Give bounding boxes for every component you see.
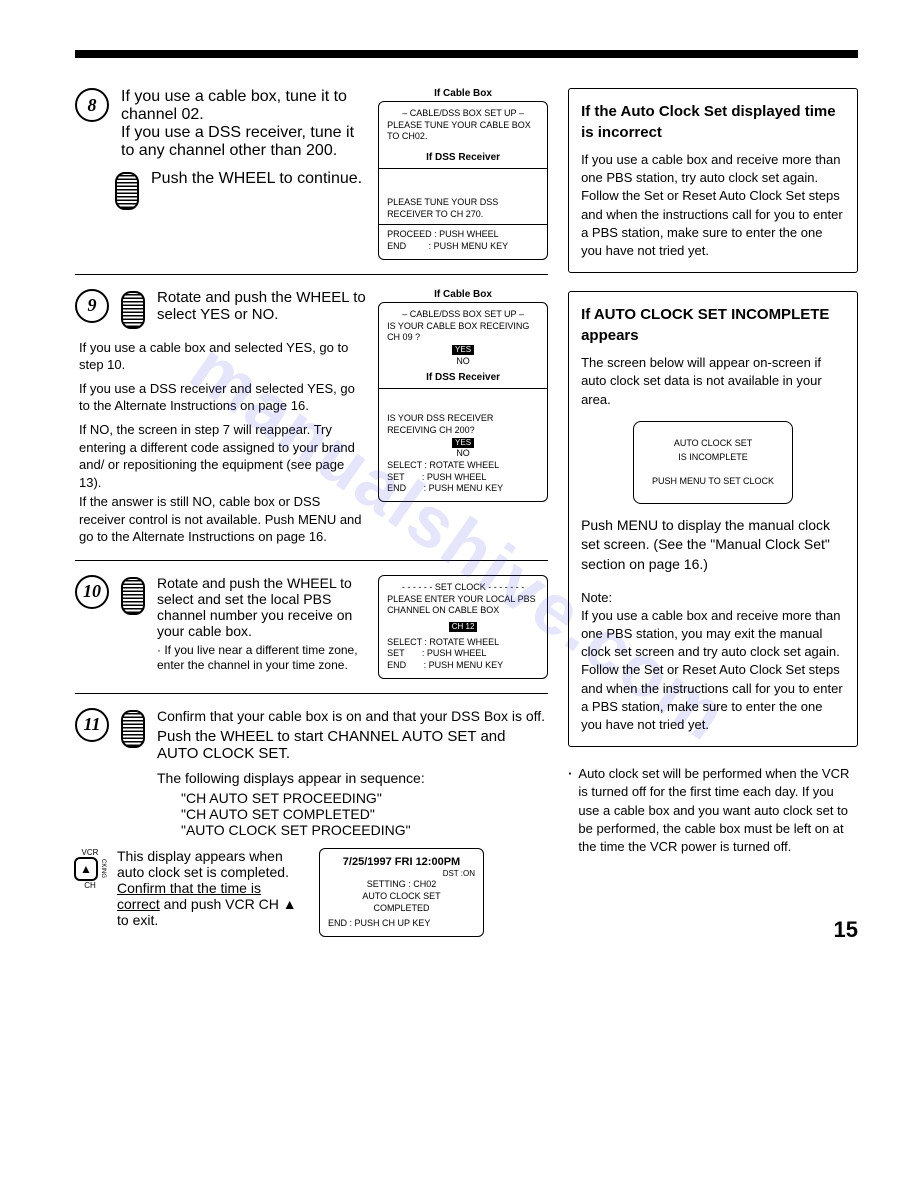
scr-q1: IS YOUR CABLE BOX RECEIVING CH 09 ? — [387, 321, 539, 344]
top-rule — [75, 50, 858, 58]
scr-foot: SELECT : ROTATE WHEEL SET : PUSH WHEEL E… — [387, 460, 539, 495]
screen-box: - - - - - - SET CLOCK - - - - - - - PLEA… — [378, 575, 548, 679]
wheel-icon — [115, 172, 139, 210]
scr-title2: If DSS Receiver — [387, 151, 539, 164]
step8-line1: If you use a cable box, tune it to chann… — [121, 88, 366, 124]
step-number-11: 11 — [75, 708, 109, 742]
scr-l5: COMPLETED — [328, 903, 475, 915]
step8-wheel: Push the WHEEL to continue. — [151, 170, 366, 188]
small-screen: AUTO CLOCK SET IS INCOMPLETE PUSH MENU T… — [633, 421, 793, 504]
scr-setting: SETTING : CH02 — [328, 879, 475, 891]
vcr-icon: VCR ▲ CKING CH — [75, 848, 105, 890]
step-number-8: 8 — [75, 88, 109, 122]
step9-p2: If you use a DSS receiver and selected Y… — [79, 380, 366, 415]
step10-sub: · If you live near a different time zone… — [157, 643, 366, 674]
left-column: 8 If you use a cable box, tune it to cha… — [75, 88, 548, 937]
step-11: 11 Confirm that your cable box is on and… — [75, 708, 548, 838]
screen-box: 7/25/1997 FRI 12:00PM DST :ON SETTING : … — [319, 848, 484, 937]
step9-head: Rotate and push the WHEEL to select YES … — [157, 289, 366, 323]
step-9: 9 Rotate and push the WHEEL to select YE… — [75, 289, 548, 546]
s11-p1: Confirm that your cable box is on and th… — [157, 708, 548, 724]
scr-l6: END : PUSH CH UP KEY — [328, 918, 475, 930]
yes: YES — [452, 438, 474, 448]
no: NO — [387, 448, 539, 460]
note-p: If you use a cable box and receive more … — [581, 607, 845, 734]
scr-h: - - - - - - SET CLOCK - - - - - - - — [387, 582, 539, 594]
scr-q2: IS YOUR DSS RECEIVER RECEIVING CH 200? — [387, 413, 539, 436]
page-number: 15 — [834, 917, 858, 943]
wheel-icon — [121, 291, 145, 329]
no: NO — [387, 356, 539, 368]
step-10: 10 Rotate and push the WHEEL to select a… — [75, 575, 548, 679]
s11-p4a: This display appears when auto clock set… — [117, 848, 289, 880]
box1-h: If the Auto Clock Set displayed time is … — [581, 101, 845, 143]
box2-h: If AUTO CLOCK SET INCOMPLETE appears — [581, 304, 845, 346]
scr-t: PLEASE ENTER YOUR LOCAL PBS CHANNEL ON C… — [387, 594, 539, 617]
screen-box: – CABLE/DSS BOX SET UP – PLEASE TUNE YOU… — [378, 101, 548, 260]
wheel-icon — [121, 577, 145, 615]
step10-head: Rotate and push the WHEEL to select and … — [157, 575, 366, 639]
yes: YES — [452, 345, 474, 355]
scr-t1: PLEASE TUNE YOUR CABLE BOX TO CH02. — [387, 120, 539, 143]
scr-foot: SELECT : ROTATE WHEEL SET : PUSH WHEEL E… — [387, 637, 539, 672]
bullet-note: Auto clock set will be performed when th… — [568, 765, 858, 856]
screen-title: If Cable Box — [378, 289, 548, 300]
wheel-icon — [121, 710, 145, 748]
s11-d2: "CH AUTO SET COMPLETED" — [181, 806, 548, 822]
step-number-9: 9 — [75, 289, 109, 323]
scr-foot: PROCEED : PUSH WHEEL END : PUSH MENU KEY — [387, 229, 539, 252]
scr-t2: PLEASE TUNE YOUR DSS RECEIVER TO CH 270. — [387, 197, 539, 220]
box2-p2: Push MENU to display the manual clock se… — [581, 516, 845, 575]
right-column: If the Auto Clock Set displayed time is … — [568, 88, 858, 937]
screen-title: If Cable Box — [378, 88, 548, 99]
step8-line2: If you use a DSS receiver, tune it to an… — [121, 124, 366, 160]
info-box-2: If AUTO CLOCK SET INCOMPLETE appears The… — [568, 291, 858, 747]
s11-p2: Push the WHEEL to start CHANNEL AUTO SET… — [157, 728, 548, 762]
step-number-10: 10 — [75, 575, 109, 609]
box1-p: If you use a cable box and receive more … — [581, 151, 845, 260]
s11-d1: "CH AUTO SET PROCEEDING" — [181, 790, 548, 806]
screen-box: – CABLE/DSS BOX SET UP – IS YOUR CABLE B… — [378, 302, 548, 502]
ch: CH 12 — [449, 622, 478, 632]
s11-p3: The following displays appear in sequenc… — [157, 770, 548, 786]
note-h: Note: — [581, 589, 845, 607]
box2-p1: The screen below will appear on-screen i… — [581, 354, 845, 409]
scr-h: – CABLE/DSS BOX SET UP – — [387, 309, 539, 321]
step-8: 8 If you use a cable box, tune it to cha… — [75, 88, 548, 260]
step9-p3: If NO, the screen in step 7 will reappea… — [79, 421, 366, 491]
info-box-1: If the Auto Clock Set displayed time is … — [568, 88, 858, 273]
step9-p4: If the answer is still NO, cable box or … — [79, 493, 366, 546]
s11-d3: "AUTO CLOCK SET PROCEEDING" — [181, 822, 548, 838]
scr-title2: If DSS Receiver — [387, 371, 539, 384]
scr-date: 7/25/1997 FRI 12:00PM — [328, 855, 475, 869]
scr-dst: DST :ON — [328, 869, 475, 879]
scr-l4: AUTO CLOCK SET — [328, 891, 475, 903]
step9-p1: If you use a cable box and selected YES,… — [79, 339, 366, 374]
scr-h: – CABLE/DSS BOX SET UP – — [387, 108, 539, 120]
